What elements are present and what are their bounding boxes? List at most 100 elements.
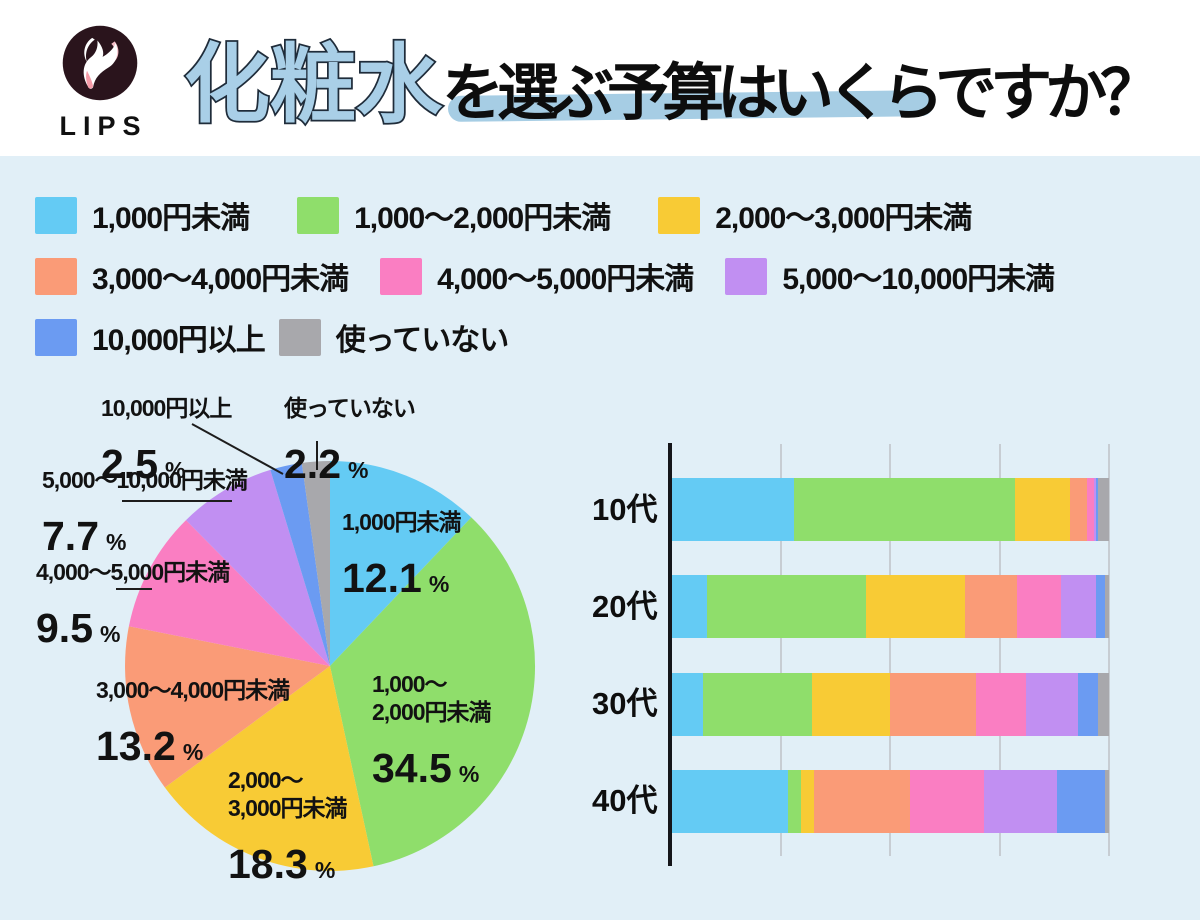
pie-slice-1 xyxy=(330,517,536,867)
bar-segment-5 xyxy=(1025,672,1079,736)
pie-slice-0 xyxy=(330,460,472,666)
bar-segment-2 xyxy=(1015,478,1070,541)
pie-slice-5 xyxy=(186,469,330,666)
legend-item-6: 10,000円以上 xyxy=(35,315,266,359)
legend-swatch xyxy=(35,318,77,356)
bar-segment-0 xyxy=(672,769,788,833)
pie-slices-group xyxy=(125,460,536,871)
title-rest-text: を選ぶ予算はいくらですか？ xyxy=(442,59,1162,128)
bar-segment-6 xyxy=(1095,478,1099,541)
bar-segment-2 xyxy=(866,575,965,639)
bar-row-30代 xyxy=(672,672,1109,736)
pie-slice-2 xyxy=(164,666,374,871)
lips-logo: LIPS xyxy=(52,24,148,142)
stacked-bar-chart: 10代 20代 30代 40代 xyxy=(592,443,1152,867)
legend-item-0: 1,000円未満 xyxy=(35,193,250,237)
legend-swatch xyxy=(297,196,340,234)
lips-logo-text: LIPS xyxy=(59,111,148,141)
bar-segment-1 xyxy=(706,575,867,639)
legend-item-4: 4,000〜5,000円未満 xyxy=(380,254,694,298)
bar-segment-3 xyxy=(964,575,1018,639)
bar-gridline-25 xyxy=(780,444,782,856)
pie-slice-4 xyxy=(128,520,330,666)
pie-label-4000-5000: 4,000〜5,000円未満 9.5% xyxy=(36,559,230,652)
pie-label-not-using: 使っていない 2.2% xyxy=(284,395,416,488)
pie-label-under-1000: 1,000円未満 12.1% xyxy=(342,509,462,602)
pie-label-1000-2000: 1,000〜 2,000円未満 34.5% xyxy=(372,671,492,792)
bar-segment-1 xyxy=(787,769,801,833)
bar-row-40代 xyxy=(672,769,1109,833)
legend-row-2: 3,000〜4,000円未満 4,000〜5,000円未満 5,000〜10,000… xyxy=(35,254,1055,298)
bar-segment-5 xyxy=(1093,478,1096,541)
legend-item-3: 3,000〜4,000円未満 xyxy=(35,254,349,298)
bar-chart-y-axis xyxy=(668,443,672,866)
bar-category-label: 20代 xyxy=(592,588,658,624)
bar-segment-5 xyxy=(984,769,1057,833)
legend-swatch xyxy=(658,196,701,234)
pie-label-5000-10000: 5,000〜10,000円未満 7.7% xyxy=(42,467,248,560)
bar-segment-7 xyxy=(1098,672,1109,736)
legend-item-1: 1,000〜2,000円未満 xyxy=(297,193,611,237)
bar-segment-7 xyxy=(1104,769,1109,833)
legend-swatch xyxy=(380,257,423,295)
bar-segment-1 xyxy=(702,672,812,736)
bar-segment-6 xyxy=(1095,575,1105,639)
bar-segment-2 xyxy=(800,769,815,833)
legend-label: 使っていない xyxy=(335,324,509,357)
bar-gridline-50 xyxy=(889,444,891,856)
legend-row-1: 1,000円未満 1,000〜2,000円未満 2,000〜3,000円未満 xyxy=(35,193,1054,237)
chart-legend: 1,000円未満 1,000〜2,000円未満 2,000〜3,000円未満 3,0… xyxy=(35,193,1055,376)
bar-category-label: 30代 xyxy=(592,686,658,722)
bar-segment-4 xyxy=(975,672,1026,736)
legend-item-5: 5,000〜10,000円未満 xyxy=(725,254,1055,298)
legend-item-7: 使っていない xyxy=(278,315,509,359)
legend-label: 2,000〜3,000円未満 xyxy=(715,202,972,235)
pie-label-3000-4000: 3,000〜4,000円未満 13.2% xyxy=(96,677,290,770)
legend-label: 10,000円以上 xyxy=(92,324,266,357)
legend-label: 1,000円未満 xyxy=(92,202,250,235)
bar-segment-4 xyxy=(910,769,985,833)
pie-leader-line-10000up xyxy=(191,423,284,475)
pie-slice-3 xyxy=(125,626,330,788)
legend-label: 3,000〜4,000円未満 xyxy=(92,263,349,296)
bar-gridline-100 xyxy=(1108,444,1110,856)
pie-label-2000-3000: 2,000〜 3,000円未満 18.3% xyxy=(228,767,348,888)
bar-segment-1 xyxy=(794,478,1016,541)
legend-swatch xyxy=(278,318,321,356)
bar-segment-7 xyxy=(1104,575,1109,639)
pie-slice-7 xyxy=(301,461,330,666)
bar-segment-6 xyxy=(1078,672,1099,736)
bar-category-label: 10代 xyxy=(592,491,658,527)
bar-segment-2 xyxy=(811,672,891,736)
title-highlighted-word: 化粧水 xyxy=(182,35,444,135)
bar-segment-7 xyxy=(1098,478,1109,541)
header: LIPS 化粧水を選ぶ予算はいくらですか？ xyxy=(0,0,1200,156)
legend-item-2: 2,000〜3,000円未満 xyxy=(658,193,972,237)
bar-gridline-75 xyxy=(999,444,1001,856)
legend-swatch xyxy=(35,257,77,295)
pie-label-10000-up: 10,000円以上 2.5% xyxy=(101,395,232,488)
legend-row-3: 10,000円以上 使っていない xyxy=(35,315,1054,359)
bar-segment-0 xyxy=(672,478,795,541)
legend-swatch xyxy=(725,257,768,295)
bar-row-10代 xyxy=(672,478,1109,541)
bar-segment-6 xyxy=(1056,769,1105,833)
bar-segment-3 xyxy=(1069,478,1088,541)
bar-segment-4 xyxy=(1087,478,1094,541)
legend-label: 4,000〜5,000円未満 xyxy=(437,263,694,296)
pie-slice-6 xyxy=(270,463,330,666)
lips-logo-icon xyxy=(62,25,138,101)
bar-segment-0 xyxy=(672,672,703,736)
bar-segment-4 xyxy=(1017,575,1061,639)
bar-segment-3 xyxy=(890,672,976,736)
bar-row-20代 xyxy=(672,575,1109,639)
legend-swatch xyxy=(35,196,77,234)
bar-category-label: 40代 xyxy=(592,783,658,819)
bar-segment-3 xyxy=(814,769,911,833)
page-title: 化粧水を選ぶ予算はいくらですか？ xyxy=(182,14,1162,139)
legend-label: 5,000〜10,000円未満 xyxy=(782,263,1055,296)
bar-segment-5 xyxy=(1060,575,1096,639)
bar-segment-0 xyxy=(672,575,707,639)
